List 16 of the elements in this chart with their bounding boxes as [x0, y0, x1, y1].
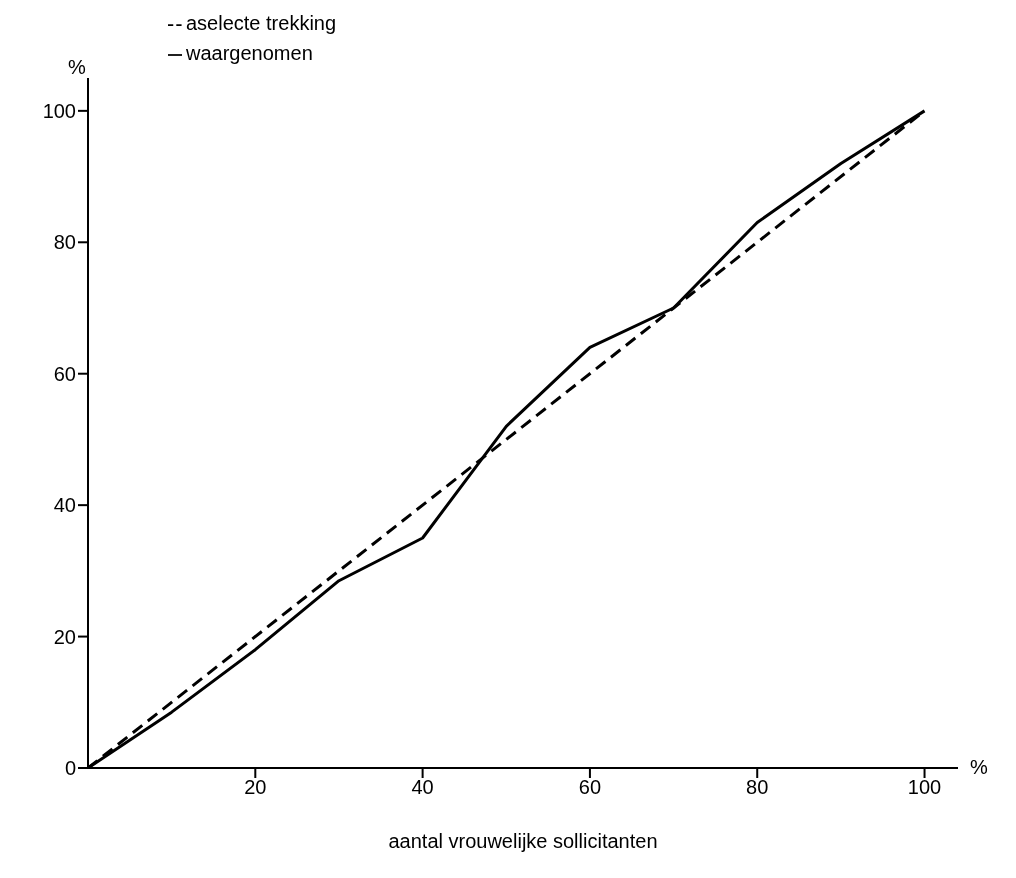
x-tick-label: 100: [907, 776, 942, 799]
y-tick-label: 60: [53, 362, 76, 385]
y-axis-title: %: [68, 56, 86, 79]
x-tick-label: 40: [411, 776, 434, 799]
text: %: [970, 756, 988, 779]
y-tick-label: 40: [53, 494, 76, 517]
y-tick-label: 0: [64, 757, 76, 780]
legend-label: waargenomen: [186, 42, 313, 64]
y-tick-label: 20: [53, 625, 76, 648]
legend-label: aselecte trekking: [186, 12, 337, 34]
y-tick-label: 100: [42, 99, 76, 122]
x-axis-title: aantal vrouwelijke sollicitanten: [388, 830, 658, 852]
x-tick-label: 60: [578, 776, 602, 799]
x-tick-label: 20: [244, 776, 267, 799]
y-tick-label: 80: [53, 231, 76, 254]
x-tick-label: 80: [746, 776, 769, 799]
